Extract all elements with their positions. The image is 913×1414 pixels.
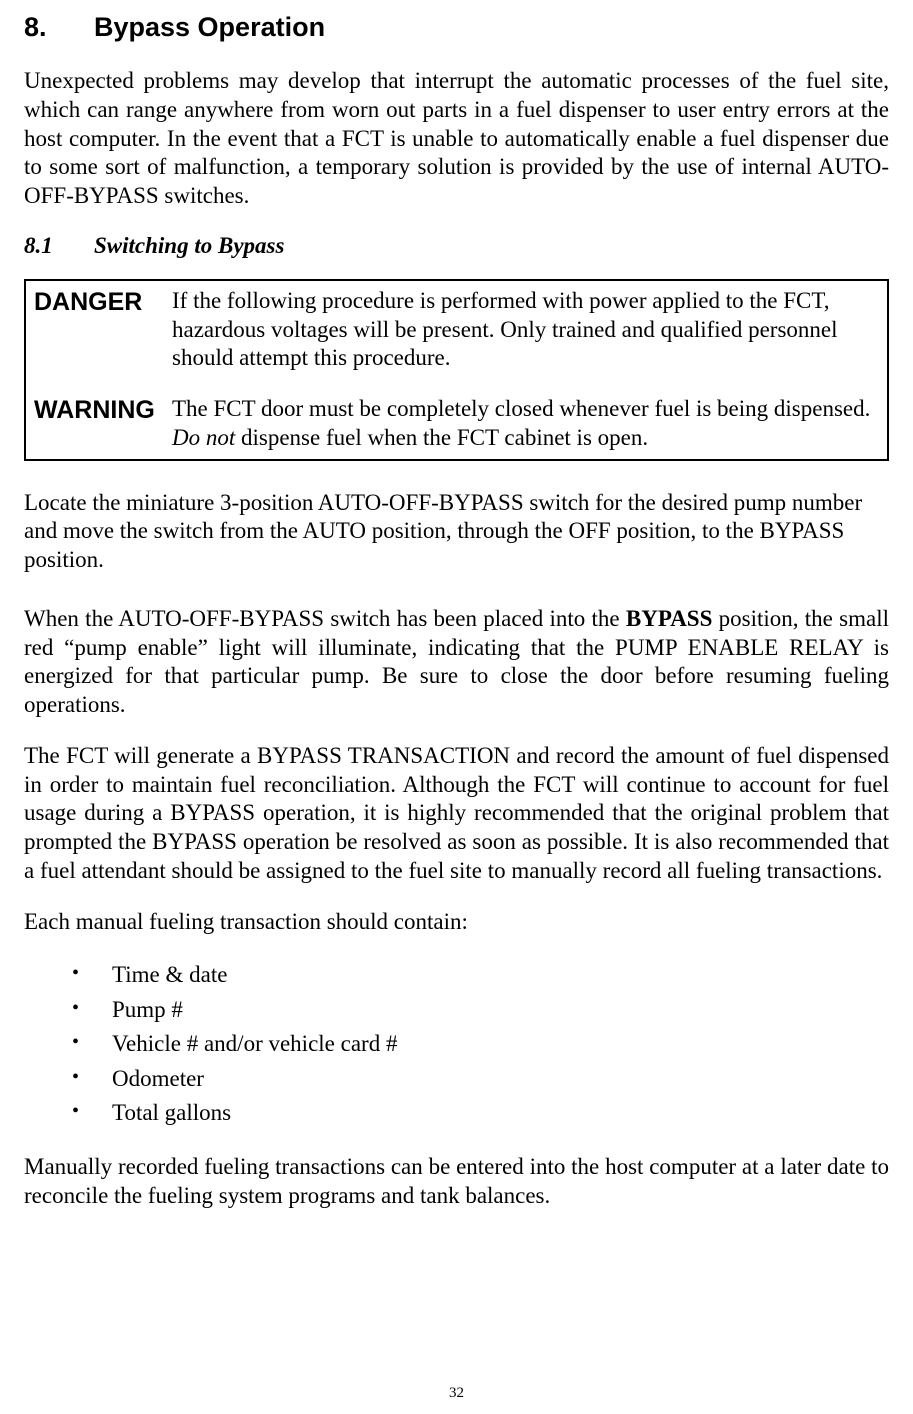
warning-row: WARNING The FCT door must be completely … [34, 395, 879, 453]
intro-paragraph: Unexpected problems may develop that int… [24, 67, 889, 211]
warning-box: DANGER If the following procedure is per… [24, 279, 889, 461]
bullet-list: Time & date Pump # Vehicle # and/or vehi… [24, 958, 889, 1131]
subsection-title: 8.1Switching to Bypass [24, 233, 889, 259]
bypass-paragraph: When the AUTO-OFF-BYPASS switch has been… [24, 605, 889, 720]
subsection-number: 8.1 [24, 233, 94, 259]
warning-text: The FCT door must be completely closed w… [172, 395, 879, 453]
page-container: 8.Bypass Operation Unexpected problems m… [0, 0, 913, 1414]
manual-paragraph: Manually recorded fueling transactions c… [24, 1153, 889, 1211]
warning-label: WARNING [34, 395, 172, 426]
danger-text: If the following procedure is performed … [172, 287, 879, 373]
locate-paragraph: Locate the miniature 3-position AUTO-OFF… [24, 489, 889, 575]
list-item: Pump # [24, 993, 889, 1028]
bypass-bold: BYPASS [626, 606, 713, 631]
warning-text-suffix: dispense fuel when the FCT cabinet is op… [235, 425, 648, 450]
warning-text-italic: Do not [172, 425, 235, 450]
section-number: 8. [24, 12, 94, 43]
subsection-title-text: Switching to Bypass [94, 233, 284, 258]
danger-row: DANGER If the following procedure is per… [34, 287, 879, 373]
danger-label: DANGER [34, 287, 172, 318]
list-item: Odometer [24, 1062, 889, 1097]
list-item: Time & date [24, 958, 889, 993]
warning-text-prefix: The FCT door must be completely closed w… [172, 396, 870, 421]
generate-paragraph: The FCT will generate a BYPASS TRANSACTI… [24, 742, 889, 886]
page-number: 32 [0, 1385, 913, 1402]
section-title: 8.Bypass Operation [24, 12, 889, 43]
bypass-prefix: When the AUTO-OFF-BYPASS switch has been… [24, 606, 626, 631]
section-title-text: Bypass Operation [94, 12, 325, 42]
each-paragraph: Each manual fueling transaction should c… [24, 908, 889, 937]
list-item: Total gallons [24, 1096, 889, 1131]
list-item: Vehicle # and/or vehicle card # [24, 1027, 889, 1062]
